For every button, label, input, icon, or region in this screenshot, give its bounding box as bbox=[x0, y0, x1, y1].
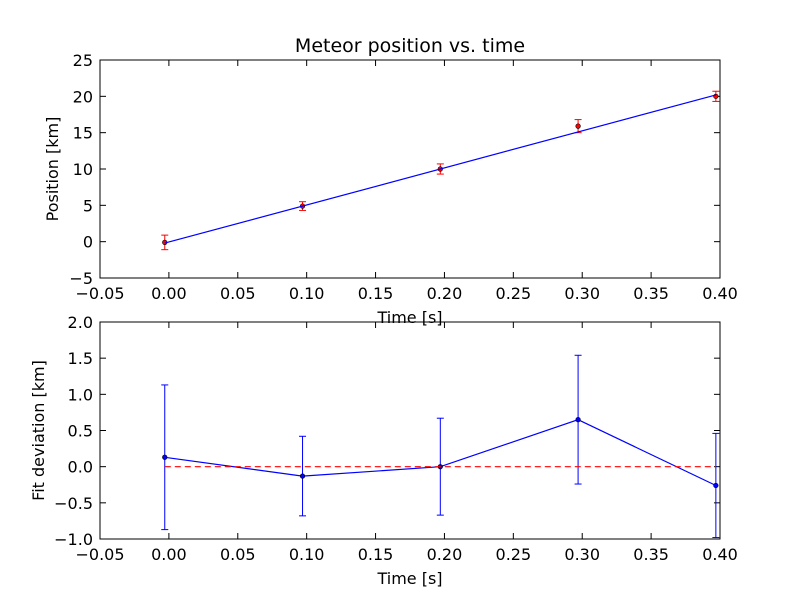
top-y-tick-label: 5 bbox=[83, 196, 93, 215]
top-axes-frame bbox=[99, 59, 721, 279]
bottom-data-point bbox=[162, 454, 168, 460]
bottom-data-point bbox=[299, 473, 306, 479]
top-y-tick-label: 0 bbox=[83, 233, 93, 252]
top-chart-title: Meteor position vs. time bbox=[295, 35, 525, 57]
bottom-y-axis-label: Fit deviation [km] bbox=[29, 360, 48, 501]
bottom-data-point bbox=[575, 417, 581, 423]
top-y-tick-label: 25 bbox=[73, 51, 93, 70]
bottom-y-tick-label: −1.0 bbox=[54, 530, 93, 549]
bottom-x-tick-label: 0.15 bbox=[358, 545, 394, 564]
bottom-x-tick-label: 0.30 bbox=[564, 545, 600, 564]
top-x-tick-label: 0.40 bbox=[702, 284, 738, 303]
top-y-axis-label: Position [km] bbox=[43, 117, 62, 222]
bottom-x-tick-label: 0.25 bbox=[496, 545, 532, 564]
bottom-x-tick-label: 0.10 bbox=[289, 545, 325, 564]
top-x-tick-label: −0.05 bbox=[75, 284, 124, 303]
bottom-x-tick-label: 0.00 bbox=[151, 545, 187, 564]
bottom-y-tick-label: −0.5 bbox=[54, 494, 93, 513]
top-y-tick-label: 20 bbox=[73, 87, 93, 106]
bottom-x-tick-label: 0.05 bbox=[220, 545, 256, 564]
top-x-tick-label: 0.20 bbox=[427, 284, 463, 303]
bottom-x-tick-label: 0.20 bbox=[427, 545, 463, 564]
top-x-tick-label: 0.05 bbox=[220, 284, 256, 303]
top-panel: Meteor position vs. time −0.05 0.00 0.05 0.1… bbox=[43, 35, 738, 327]
bottom-axes-frame bbox=[99, 321, 721, 540]
bottom-data-point bbox=[713, 482, 719, 489]
bottom-y-tick-label: 1.0 bbox=[68, 385, 93, 404]
top-fit-line bbox=[164, 94, 717, 244]
top-data-point bbox=[575, 123, 581, 129]
top-x-tick-label: 0.15 bbox=[358, 284, 394, 303]
bottom-x-tick-label: −0.05 bbox=[75, 545, 124, 564]
top-y-tick-label: −5 bbox=[69, 269, 93, 288]
bottom-x-tick-label: 0.40 bbox=[702, 545, 738, 564]
top-x-tick-label: 0.00 bbox=[151, 284, 187, 303]
bottom-x-tick-label: 0.35 bbox=[633, 545, 669, 564]
bottom-y-tick-label: 0.5 bbox=[68, 422, 93, 441]
bottom-panel: −0.05 0.00 0.05 0.10 0.15 0.20 0.25 0.30 0.35 0.4… bbox=[29, 313, 738, 588]
bottom-y-tick-label: 0.0 bbox=[68, 458, 93, 477]
top-x-tick-label: 0.35 bbox=[633, 284, 669, 303]
top-y-tick-label: 10 bbox=[73, 160, 93, 179]
top-x-tick-label: 0.25 bbox=[496, 284, 532, 303]
top-x-tick-label: 0.10 bbox=[289, 284, 325, 303]
bottom-y-tick-label: 2.0 bbox=[68, 313, 93, 332]
top-y-tick-label: 15 bbox=[73, 124, 93, 143]
top-x-axis-label: Time [s] bbox=[376, 308, 442, 327]
bottom-y-tick-label: 1.5 bbox=[68, 349, 93, 368]
top-x-tick-label: 0.30 bbox=[564, 284, 600, 303]
bottom-x-axis-label: Time [s] bbox=[376, 569, 442, 588]
